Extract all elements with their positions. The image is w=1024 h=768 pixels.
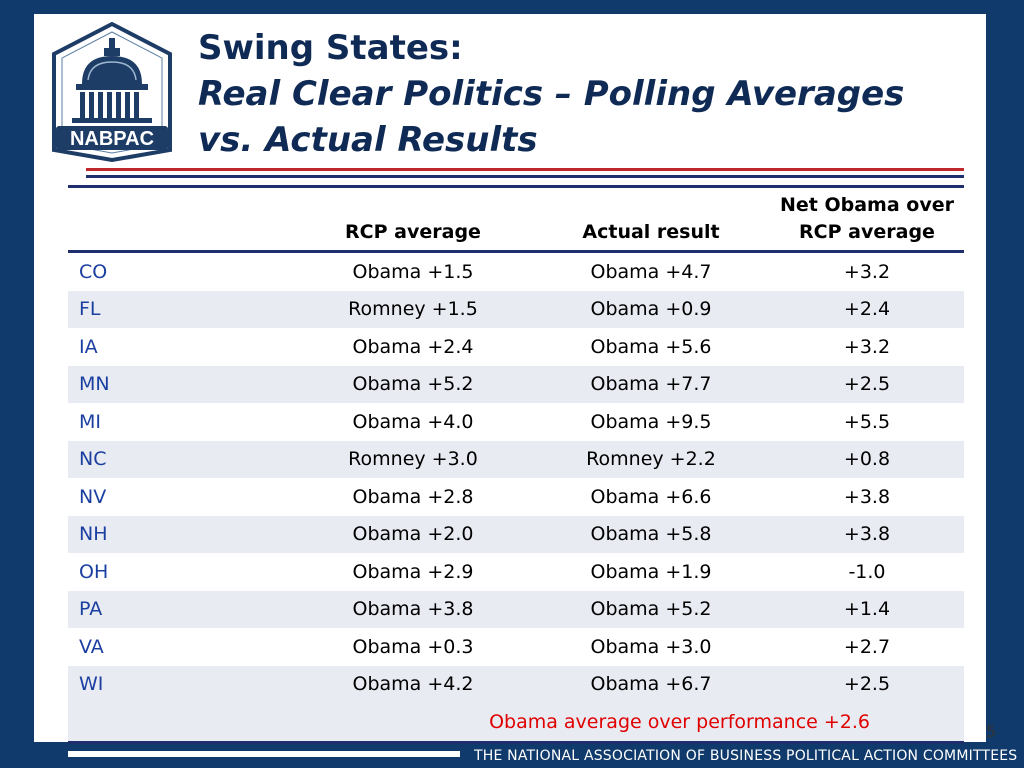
table-row: MI Obama +4.0 Obama +9.5 +5.5 (68, 403, 964, 441)
rule-navy-bottom (68, 185, 964, 188)
net-obama-cell: +2.7 (843, 635, 891, 658)
page-number: 5 (986, 722, 997, 741)
actual-result-cell: Obama +5.8 (532, 515, 770, 553)
header-rcp-average: RCP average (294, 192, 532, 253)
state-cell: CO (79, 260, 108, 283)
actual-result-cell: Romney +2.2 (532, 440, 770, 478)
net-obama-cell: +2.5 (770, 365, 964, 403)
rcp-average-cell: Obama +0.3 (352, 635, 474, 658)
state-cell: MI (79, 410, 101, 433)
actual-result-cell: Obama +5.2 (532, 590, 770, 628)
rcp-average-cell: Romney +1.5 (294, 290, 532, 328)
actual-result-cell: Obama +5.6 (590, 335, 712, 358)
net-obama-cell: -1.0 (848, 560, 886, 583)
state-cell: OH (79, 560, 109, 583)
net-obama-cell: +3.2 (843, 335, 891, 358)
title-line-1: Swing States: (198, 28, 463, 68)
rule-navy-mid (86, 175, 964, 178)
net-obama-cell: +5.5 (843, 410, 891, 433)
actual-result-cell: Obama +3.0 (590, 635, 712, 658)
net-obama-cell: +3.8 (770, 515, 964, 553)
table-row: CO Obama +1.5 Obama +4.7 +3.2 (68, 252, 964, 291)
state-cell: NV (79, 485, 107, 508)
title-line-2: Real Clear Politics – Polling Averages (198, 74, 905, 114)
net-obama-cell: +2.4 (770, 290, 964, 328)
actual-result-cell: Obama +4.7 (590, 260, 712, 283)
rule-red-top (86, 168, 964, 171)
capitol-dome-icon: NABPAC (52, 21, 172, 163)
rcp-average-cell: Obama +2.4 (352, 335, 474, 358)
table-row: OH Obama +2.9 Obama +1.9 -1.0 (68, 553, 964, 591)
nabpac-logo: NABPAC (50, 21, 174, 163)
slide-title: Swing States: Real Clear Politics – Poll… (198, 26, 904, 163)
table-row: VA Obama +0.3 Obama +3.0 +2.7 (68, 628, 964, 666)
state-cell: IA (79, 335, 98, 358)
net-obama-cell: +1.4 (770, 590, 964, 628)
table-row: NV Obama +2.8 Obama +6.6 +3.8 (68, 478, 964, 516)
table-row: NC Romney +3.0 Romney +2.2 +0.8 (68, 440, 964, 478)
state-cell: NH (68, 515, 294, 553)
table-row: IA Obama +2.4 Obama +5.6 +3.2 (68, 328, 964, 366)
net-obama-cell: +2.5 (770, 665, 964, 703)
table-row: WI Obama +4.2 Obama +6.7 +2.5 (68, 665, 964, 703)
state-cell: FL (68, 290, 294, 328)
summary-text: Obama average over performance +2.6 (68, 703, 964, 744)
table-header-row: RCP average Actual result Net Obama over… (68, 192, 964, 253)
summary-row: Obama average over performance +2.6 (68, 703, 964, 744)
rcp-average-cell: Obama +2.9 (352, 560, 474, 583)
actual-result-cell: Obama +7.7 (532, 365, 770, 403)
logo-text: NABPAC (70, 128, 154, 150)
rcp-average-cell: Obama +1.5 (352, 260, 474, 283)
title-line-3: vs. Actual Results (198, 120, 538, 160)
net-obama-cell: +0.8 (770, 440, 964, 478)
footer-bar (68, 751, 460, 757)
rcp-average-cell: Obama +2.8 (352, 485, 474, 508)
actual-result-cell: Obama +1.9 (590, 560, 712, 583)
state-cell: PA (68, 590, 294, 628)
state-cell: MN (68, 365, 294, 403)
actual-result-cell: Obama +6.6 (590, 485, 712, 508)
table-row: FL Romney +1.5 Obama +0.9 +2.4 (68, 290, 964, 328)
header-state (68, 192, 294, 253)
rcp-average-cell: Obama +4.0 (352, 410, 474, 433)
rcp-average-cell: Romney +3.0 (294, 440, 532, 478)
rcp-average-cell: Obama +3.8 (294, 590, 532, 628)
table-row: PA Obama +3.8 Obama +5.2 +1.4 (68, 590, 964, 628)
actual-result-cell: Obama +6.7 (532, 665, 770, 703)
results-table: RCP average Actual result Net Obama over… (68, 192, 964, 744)
state-cell: NC (68, 440, 294, 478)
header-net-obama: Net Obama over RCP average (770, 192, 964, 253)
table-row: MN Obama +5.2 Obama +7.7 +2.5 (68, 365, 964, 403)
net-obama-cell: +3.8 (843, 485, 891, 508)
rcp-average-cell: Obama +5.2 (294, 365, 532, 403)
rcp-average-cell: Obama +2.0 (294, 515, 532, 553)
actual-result-cell: Obama +9.5 (590, 410, 712, 433)
state-cell: WI (68, 665, 294, 703)
header-actual-result: Actual result (532, 192, 770, 253)
rcp-average-cell: Obama +4.2 (294, 665, 532, 703)
actual-result-cell: Obama +0.9 (532, 290, 770, 328)
footer-organization: THE NATIONAL ASSOCIATION OF BUSINESS POL… (474, 748, 1018, 764)
table-row: NH Obama +2.0 Obama +5.8 +3.8 (68, 515, 964, 553)
state-cell: VA (79, 635, 104, 658)
net-obama-cell: +3.2 (843, 260, 891, 283)
